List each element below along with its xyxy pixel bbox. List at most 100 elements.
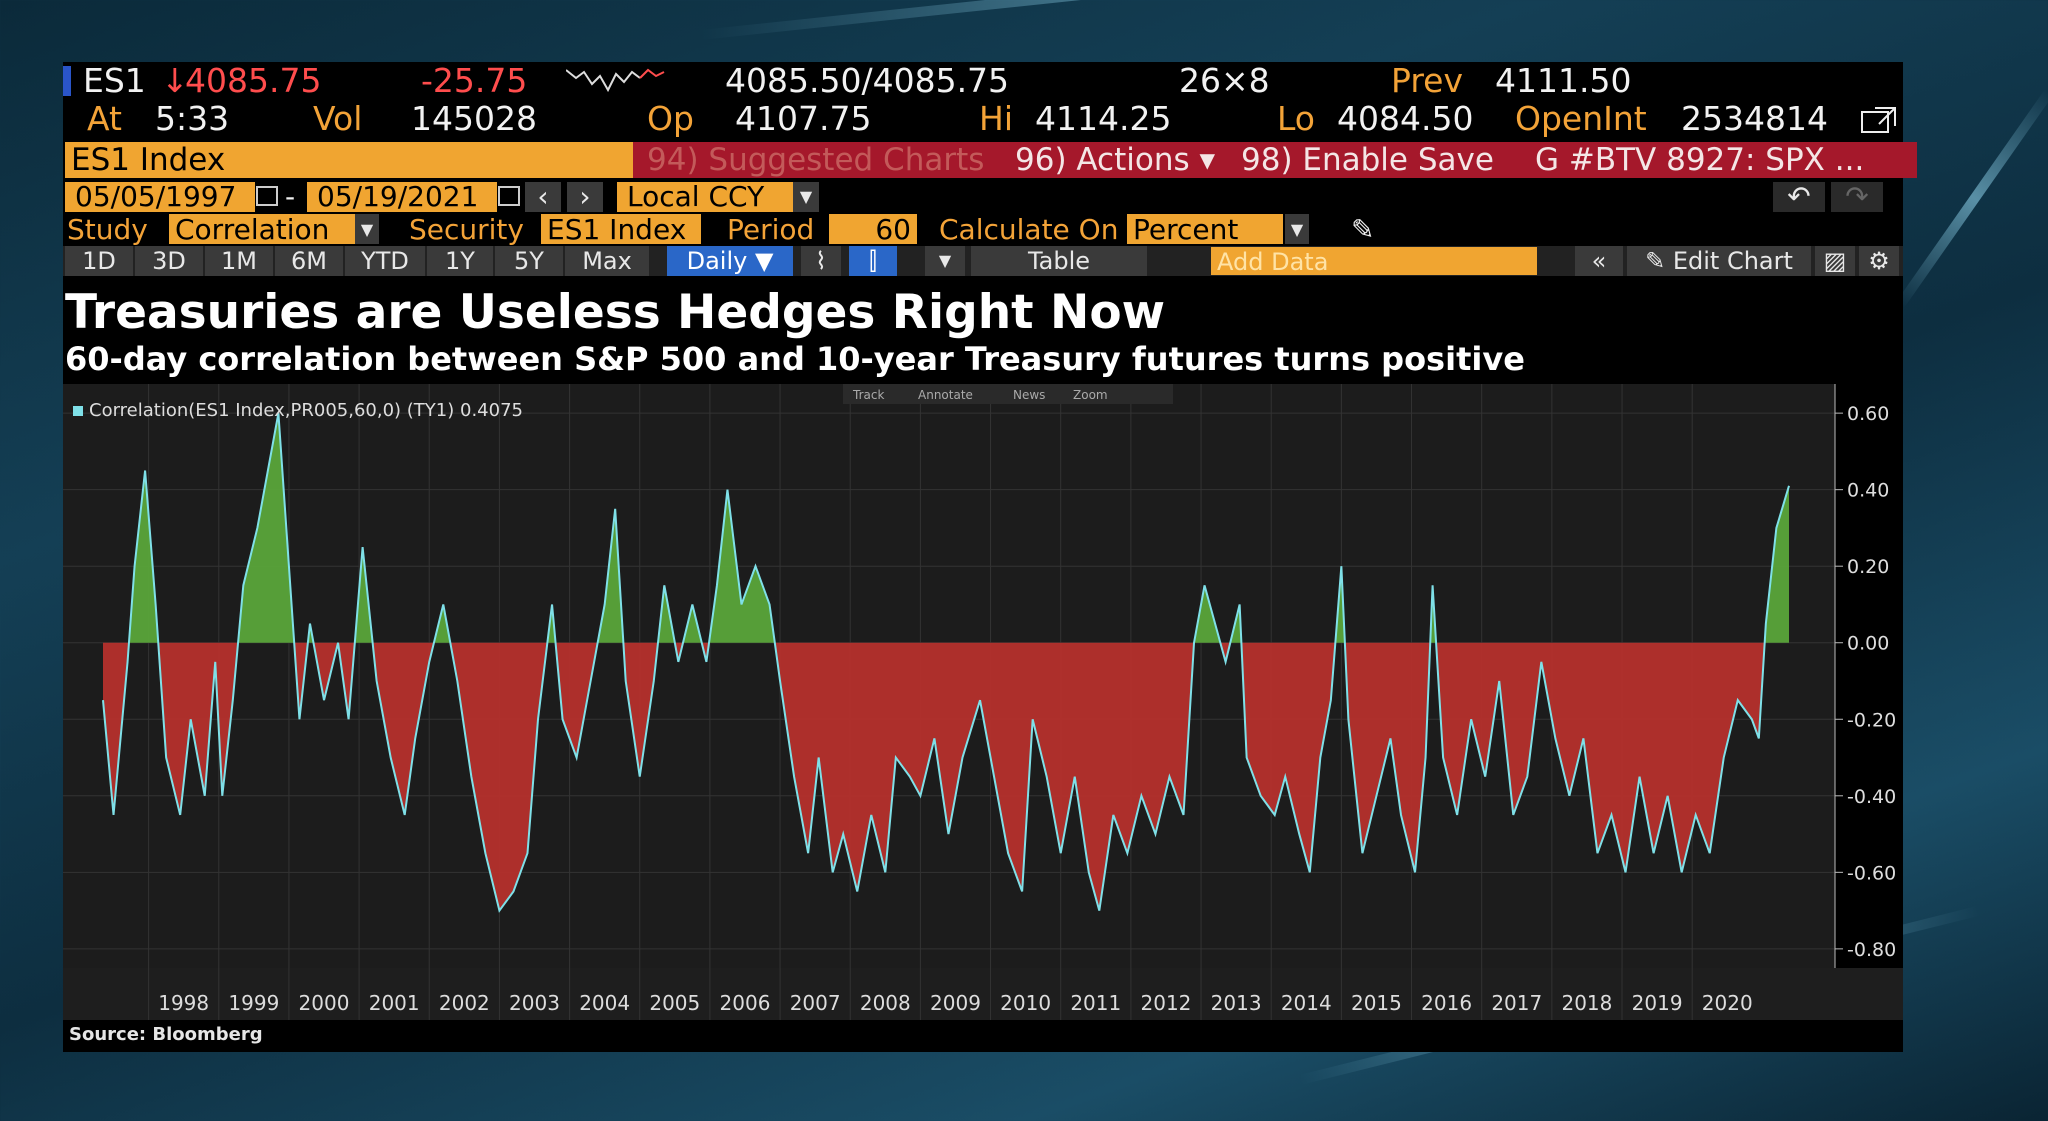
sparkline-icon: [566, 68, 665, 93]
chevron-down-icon[interactable]: ▼: [1285, 214, 1309, 244]
x-tick-label: 2006: [720, 991, 771, 1015]
pencil-icon: ✎: [1645, 247, 1673, 275]
open-interest: 2534814: [1681, 99, 1828, 138]
positive-correlation-area: [1194, 585, 1221, 643]
line-chart-icon[interactable]: ⌇: [801, 246, 841, 276]
pencil-icon[interactable]: ✎: [1351, 213, 1375, 246]
annotate-icon[interactable]: ▨: [1815, 246, 1855, 276]
x-axis-band: [63, 968, 1903, 1020]
date-dash: -: [285, 180, 296, 213]
calendar-icon[interactable]: [498, 186, 520, 206]
table-button[interactable]: Table: [971, 246, 1147, 276]
background-streak: [699, 0, 1894, 40]
low-label: Lo: [1277, 99, 1315, 138]
add-data-input[interactable]: Add Data: [1211, 247, 1537, 275]
period-button-3d[interactable]: 3D: [135, 246, 203, 276]
period-button-1y[interactable]: 1Y: [427, 246, 493, 276]
chevron-down-icon[interactable]: ▼: [793, 182, 819, 212]
high-price: 4114.25: [1035, 99, 1172, 138]
x-tick-label: 2005: [649, 991, 700, 1015]
end-date-field[interactable]: 05/19/2021: [307, 182, 497, 212]
x-tick-label: 2009: [930, 991, 981, 1015]
security-field[interactable]: ES1 Index: [65, 142, 639, 178]
correlation-chart: 0.60 0.40 0.20 0.00 -0.20 -0.40 -0.60 -0.80 199…: [63, 384, 1903, 1020]
negative-correlation-area: [623, 642, 658, 777]
page-subtitle: 60-day correlation between S&P 500 and 1…: [65, 340, 1525, 378]
study-security-field[interactable]: ES1 Index: [541, 214, 701, 244]
gear-icon[interactable]: ⚙: [1859, 246, 1899, 276]
positive-correlation-area: [238, 413, 295, 643]
negative-correlation-area: [774, 642, 1195, 911]
open-interest-label: OpenInt: [1515, 99, 1647, 138]
chevron-left-icon[interactable]: ‹: [525, 182, 561, 212]
bid-ask: 4085.50/4085.75: [725, 61, 1010, 100]
negative-correlation-area: [1220, 642, 1231, 662]
calculate-on-select[interactable]: Percent: [1127, 214, 1283, 244]
chevron-down-icon[interactable]: ▼: [355, 214, 379, 244]
collapse-icon[interactable]: «: [1575, 246, 1623, 276]
candlestick-icon[interactable]: ⫿: [849, 246, 897, 276]
period-field[interactable]: 60: [829, 214, 917, 244]
period-button-max[interactable]: Max: [565, 246, 649, 276]
edit-chart-button[interactable]: ✎ Edit Chart: [1627, 246, 1811, 276]
x-tick-label: 2017: [1491, 991, 1542, 1015]
low-price: 4084.50: [1337, 99, 1474, 138]
start-date-field[interactable]: 05/05/1997: [65, 182, 255, 212]
positive-correlation-area: [683, 604, 702, 643]
x-tick-label: 1999: [228, 991, 279, 1015]
track-tool[interactable]: Track: [852, 388, 884, 402]
down-arrow-icon: ↓: [161, 61, 189, 100]
legend-label: Correlation(ES1 Index,PR005,60,0) (TY1) …: [89, 400, 523, 421]
x-tick-label: 2000: [299, 991, 350, 1015]
x-tick-label: 2018: [1561, 991, 1612, 1015]
open-label: Op: [647, 99, 694, 138]
study-select[interactable]: Correlation: [169, 214, 355, 244]
positive-correlation-area: [128, 470, 159, 643]
y-tick-label: -0.40: [1847, 786, 1896, 808]
y-tick-label: 0.60: [1847, 403, 1889, 425]
undo-icon[interactable]: ↶: [1773, 182, 1825, 212]
period-button-1d[interactable]: 1D: [65, 246, 133, 276]
calendar-icon[interactable]: [256, 186, 278, 206]
period-label: Period: [727, 213, 815, 246]
edit-chart-label: Edit Chart: [1672, 247, 1793, 275]
volume-label: Vol: [313, 99, 363, 138]
currency-select[interactable]: Local CCY: [617, 182, 793, 212]
x-tick-label: 2019: [1632, 991, 1683, 1015]
negative-correlation-area: [1241, 642, 1336, 873]
period-button-5y[interactable]: 5Y: [495, 246, 563, 276]
x-tick-label: 2016: [1421, 991, 1472, 1015]
prev-close: 4111.50: [1495, 61, 1632, 100]
prev-label: Prev: [1391, 61, 1463, 100]
chevron-right-icon[interactable]: ›: [567, 182, 603, 212]
legend-swatch: [73, 406, 83, 416]
negative-correlation-area: [372, 642, 434, 815]
zoom-tool[interactable]: Zoom: [1073, 388, 1108, 402]
positive-correlation-area: [657, 585, 675, 643]
background-streak: [1895, 89, 2048, 308]
chart-id-button[interactable]: G #BTV 8927: SPX ...: [1511, 142, 1917, 178]
period-button-6m[interactable]: 6M: [275, 246, 343, 276]
annotate-tool[interactable]: Annotate: [918, 388, 973, 402]
news-tool[interactable]: News: [1013, 388, 1045, 402]
enable-save-button[interactable]: 98) Enable Save: [1229, 142, 1517, 178]
x-tick-label: 2008: [860, 991, 911, 1015]
x-tick-label: 2013: [1211, 991, 1262, 1015]
redo-icon[interactable]: ↷: [1831, 182, 1883, 212]
add-data-placeholder: Add Data: [1217, 248, 1329, 275]
x-tick-label: 2004: [579, 991, 630, 1015]
positive-correlation-area: [354, 547, 373, 643]
security-label: Security: [409, 213, 524, 246]
frequency-select[interactable]: Daily ▼: [667, 246, 793, 276]
ticker: ES1: [83, 61, 146, 100]
chevron-down-icon[interactable]: ▼: [925, 246, 965, 276]
popout-icon[interactable]: [1859, 104, 1899, 136]
quote-line-2: At 5:33 Vol 145028 Op 4107.75 Hi 4114.25…: [63, 100, 1903, 138]
positive-correlation-area: [433, 604, 451, 643]
actions-button[interactable]: 96) Actions ▾: [1005, 142, 1233, 178]
period-button-ytd[interactable]: YTD: [345, 246, 425, 276]
last-price: 4085.75: [185, 61, 322, 100]
period-button-1m[interactable]: 1M: [205, 246, 273, 276]
period-bar: 1D 3D 1M 6M YTD 1Y 5Y Max Daily ▼ ⌇ ⫿ ▼ …: [63, 246, 1903, 276]
suggested-charts-button[interactable]: 94) Suggested Charts: [633, 142, 1015, 178]
